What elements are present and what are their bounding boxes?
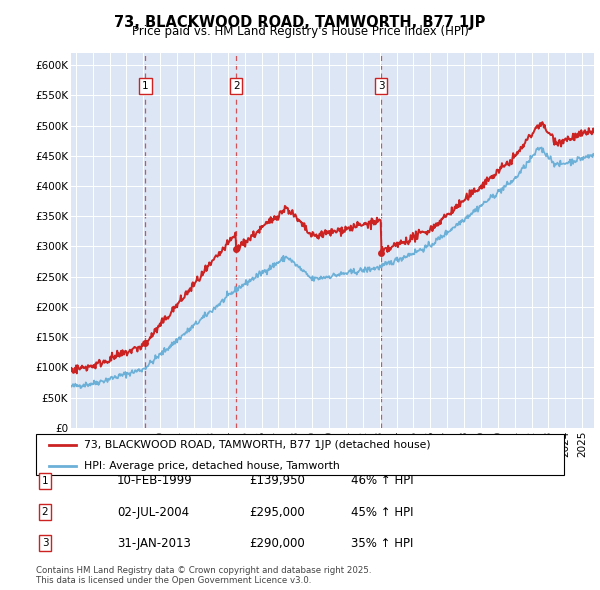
Text: 1: 1 <box>142 81 149 91</box>
Text: £295,000: £295,000 <box>249 506 305 519</box>
Text: £290,000: £290,000 <box>249 537 305 550</box>
Text: 31-JAN-2013: 31-JAN-2013 <box>117 537 191 550</box>
Text: Contains HM Land Registry data © Crown copyright and database right 2025.
This d: Contains HM Land Registry data © Crown c… <box>36 566 371 585</box>
Text: 35% ↑ HPI: 35% ↑ HPI <box>351 537 413 550</box>
Text: 10-FEB-1999: 10-FEB-1999 <box>117 474 193 487</box>
Text: 46% ↑ HPI: 46% ↑ HPI <box>351 474 413 487</box>
Text: 45% ↑ HPI: 45% ↑ HPI <box>351 506 413 519</box>
Text: 2: 2 <box>233 81 239 91</box>
Text: 73, BLACKWOOD ROAD, TAMWORTH, B77 1JP (detached house): 73, BLACKWOOD ROAD, TAMWORTH, B77 1JP (d… <box>83 440 430 450</box>
Text: 02-JUL-2004: 02-JUL-2004 <box>117 506 189 519</box>
Text: 2: 2 <box>41 507 49 517</box>
Text: 3: 3 <box>377 81 385 91</box>
Text: HPI: Average price, detached house, Tamworth: HPI: Average price, detached house, Tamw… <box>83 461 339 471</box>
Text: 1: 1 <box>41 476 49 486</box>
FancyBboxPatch shape <box>36 434 564 475</box>
Text: 73, BLACKWOOD ROAD, TAMWORTH, B77 1JP: 73, BLACKWOOD ROAD, TAMWORTH, B77 1JP <box>115 15 485 30</box>
Text: £139,950: £139,950 <box>249 474 305 487</box>
Text: Price paid vs. HM Land Registry's House Price Index (HPI): Price paid vs. HM Land Registry's House … <box>131 25 469 38</box>
Text: 3: 3 <box>41 539 49 548</box>
